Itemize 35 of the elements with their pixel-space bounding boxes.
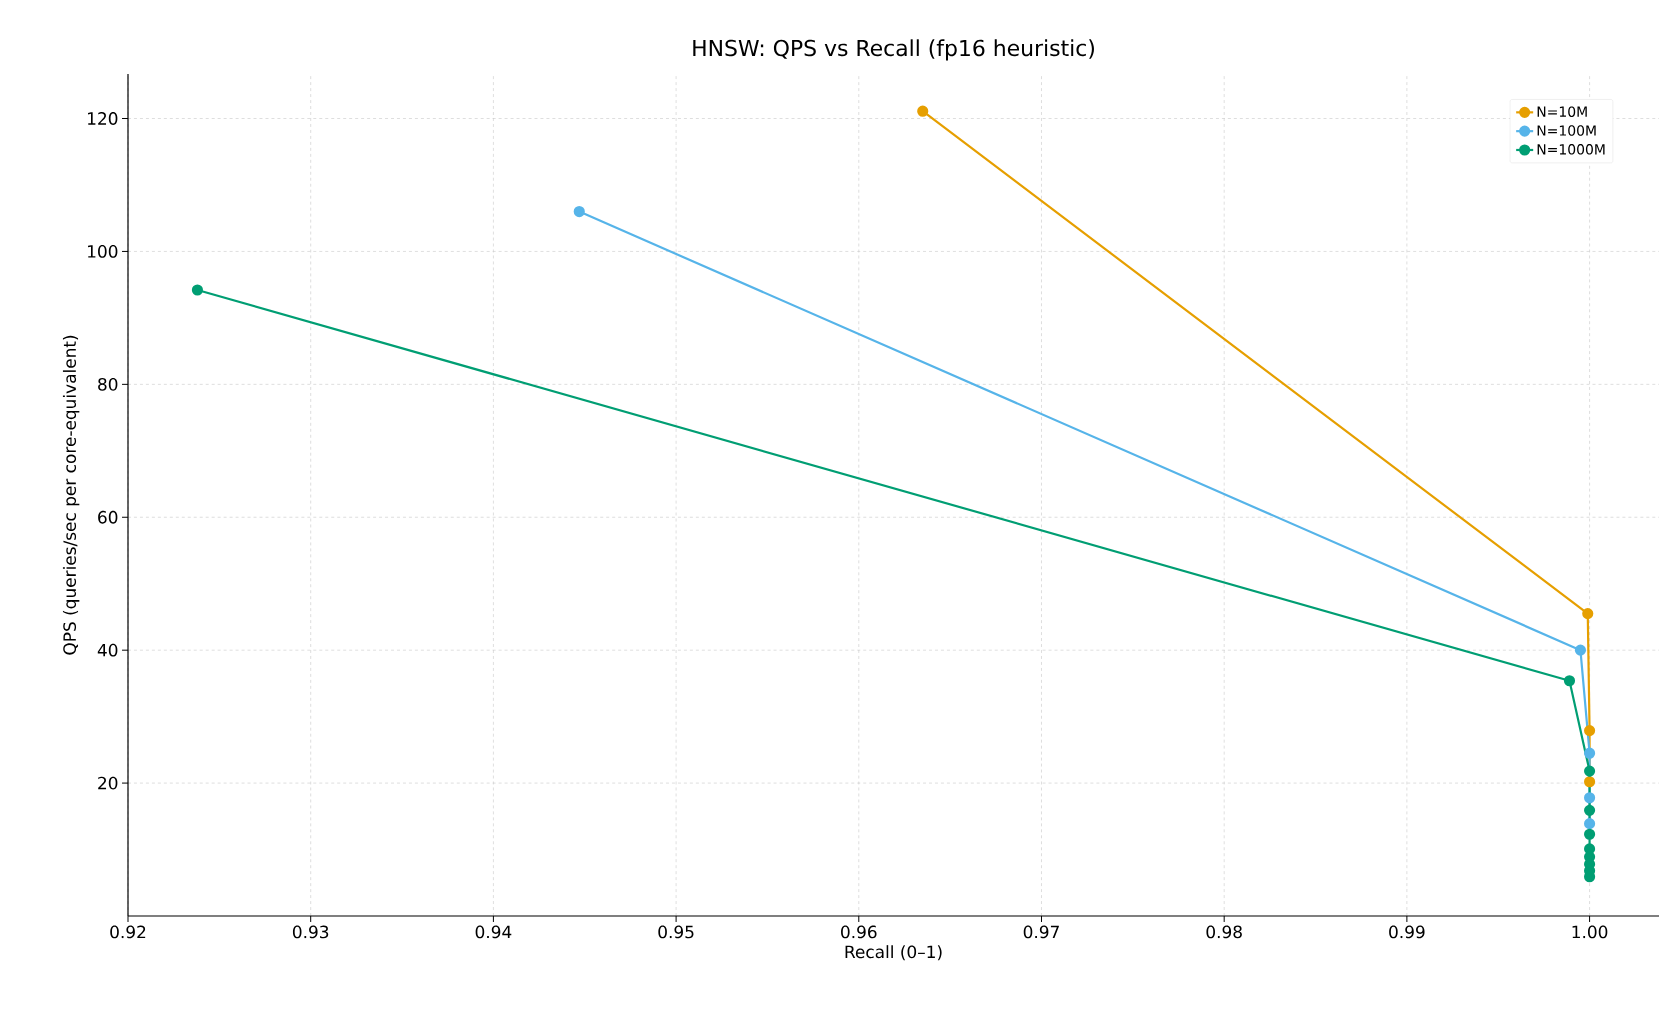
point xyxy=(1584,828,1596,840)
point xyxy=(573,205,585,218)
point xyxy=(1582,608,1594,620)
y-tick-label: 40 xyxy=(97,643,118,657)
point xyxy=(917,105,929,117)
x-tick-label: 0.97 xyxy=(1023,925,1059,939)
legend-label: N=10M xyxy=(1537,106,1587,117)
y-tick-label: 100 xyxy=(88,245,118,258)
legend-label: N=100M xyxy=(1537,125,1596,136)
point xyxy=(1584,818,1596,830)
point xyxy=(1574,644,1587,656)
y-axis-title: QPS (queries/sec per core-equivalent) xyxy=(62,335,80,655)
point xyxy=(1563,675,1576,687)
y-tick-label: 60 xyxy=(98,510,118,524)
x-tick-label: 0.98 xyxy=(1206,925,1242,939)
y-tick-label: 20 xyxy=(98,776,118,790)
x-axis-title: Recall (0–1) xyxy=(845,945,942,961)
chart-title: HNSW: QPS vs Recall (fp16 heuristic) xyxy=(693,39,1094,61)
x-tick-label: 0.94 xyxy=(475,925,512,939)
point xyxy=(1584,792,1596,804)
x-tick-label: 0.92 xyxy=(110,925,146,939)
x-tick-label: 0.96 xyxy=(841,925,877,939)
y-tick-label: 80 xyxy=(98,377,118,391)
y-tick-label: 120 xyxy=(88,112,118,125)
x-tick-label: 0.93 xyxy=(292,925,329,939)
point xyxy=(1584,725,1596,737)
legend-label: N=1000M xyxy=(1537,144,1605,155)
x-tick-label: 1.00 xyxy=(1572,925,1608,939)
point xyxy=(1584,776,1596,788)
x-tick-label: 0.99 xyxy=(1389,925,1425,939)
point xyxy=(1584,747,1596,759)
point xyxy=(1584,765,1596,777)
point xyxy=(1584,804,1596,816)
point xyxy=(191,284,204,296)
x-tick-label: 0.95 xyxy=(658,925,694,939)
